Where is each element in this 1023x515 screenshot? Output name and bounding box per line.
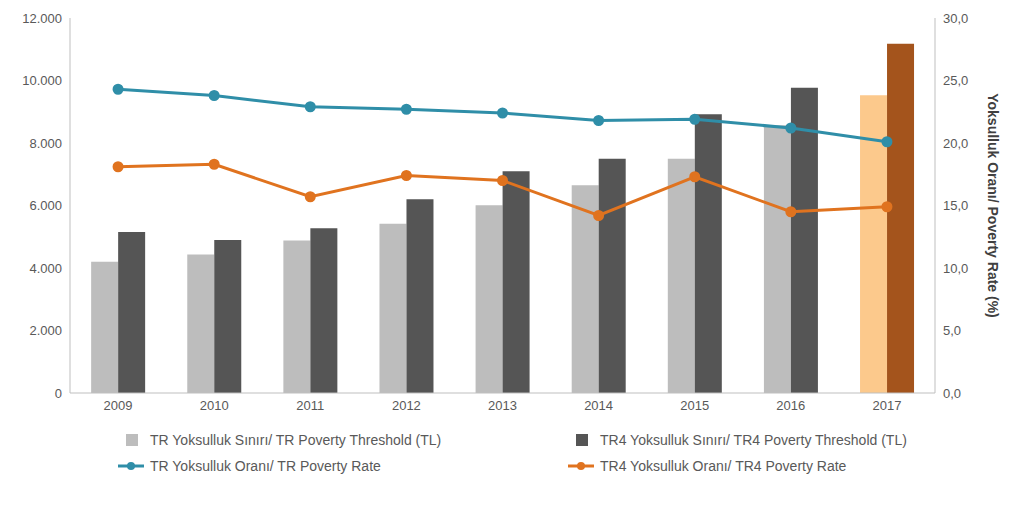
svg-text:2017: 2017 [872, 398, 901, 413]
svg-text:30,0: 30,0 [943, 11, 968, 26]
svg-text:2015: 2015 [680, 398, 709, 413]
html-text:TR4 Yoksulluk Sınırı/ TR4 Pove: TR4 Yoksulluk Sınırı/ TR4 Poverty Thresh… [600, 432, 907, 448]
svg-text:2.000: 2.000 [29, 323, 62, 338]
svg-text:12.000: 12.000 [22, 11, 62, 26]
svg-text:Yoksulluk Oranı/ Poverty Rate: Yoksulluk Oranı/ Poverty Rate (%) [985, 93, 1001, 318]
svg-text:2009: 2009 [104, 398, 133, 413]
html-text:TR Yoksulluk Sınırı/ TR Povert: TR Yoksulluk Sınırı/ TR Poverty Threshol… [150, 432, 442, 448]
svg-text:0: 0 [55, 386, 62, 401]
svg-text:8.000: 8.000 [29, 136, 62, 151]
svg-text:5,0: 5,0 [943, 323, 961, 338]
svg-text:4.000: 4.000 [29, 261, 62, 276]
svg-text:10,0: 10,0 [943, 261, 968, 276]
html-text:TR4 Yoksulluk Oranı/ TR4 Pover: TR4 Yoksulluk Oranı/ TR4 Poverty Rate [600, 458, 847, 474]
svg-text:25,0: 25,0 [943, 73, 968, 88]
svg-text:0,0: 0,0 [943, 386, 961, 401]
svg-text:2016: 2016 [776, 398, 805, 413]
svg-text:2011: 2011 [296, 398, 324, 413]
svg-text:2014: 2014 [584, 398, 613, 413]
svg-text:2010: 2010 [200, 398, 229, 413]
svg-text:2012: 2012 [392, 398, 421, 413]
svg-text:6.000: 6.000 [29, 198, 62, 213]
svg-text:10.000: 10.000 [22, 73, 62, 88]
svg-text:20,0: 20,0 [943, 136, 968, 151]
svg-text:2013: 2013 [488, 398, 517, 413]
svg-text:15,0: 15,0 [943, 198, 968, 213]
html-text:TR Yoksulluk Oranı/ TR Poverty: TR Yoksulluk Oranı/ TR Poverty Rate [150, 458, 381, 474]
